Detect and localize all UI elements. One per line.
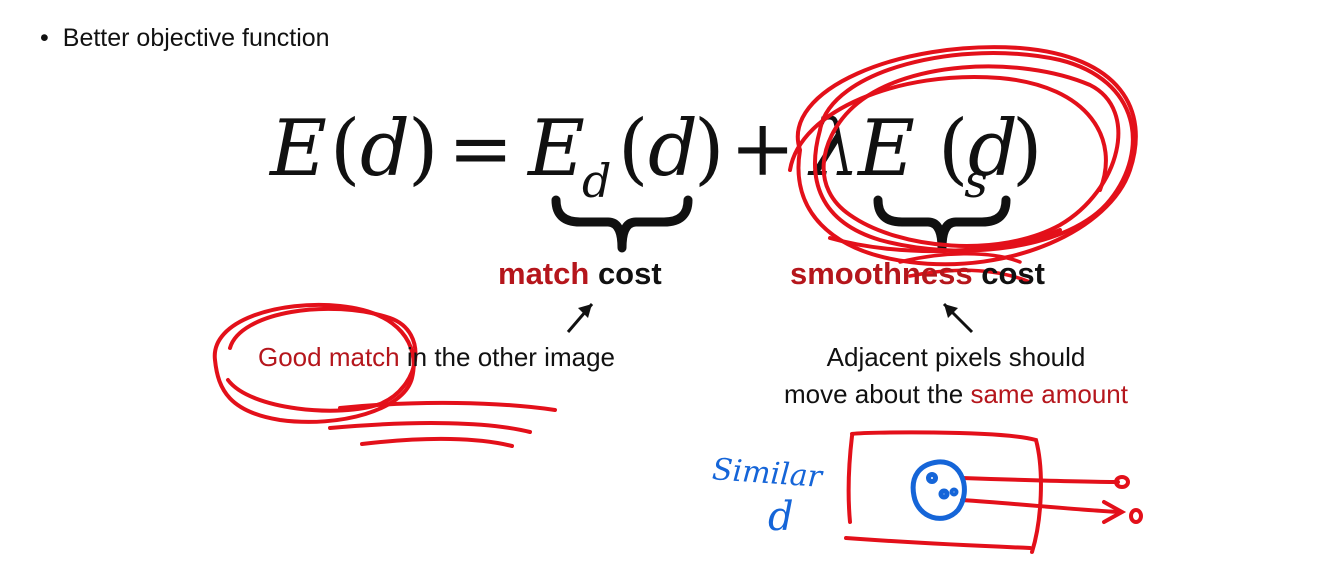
smooth-brace-icon (873, 195, 1011, 253)
match-brace-icon (551, 195, 693, 253)
smooth-description-line2: move about the same amount (740, 379, 1172, 410)
match-cost-label: match cost (498, 256, 662, 292)
energy-equation: E ( d ) = E d ( d ) + λ E s ( d ) (270, 104, 1050, 214)
blue-pixel-circle-icon (910, 459, 967, 521)
eq-paren-close-3: ) (1012, 104, 1043, 194)
red-scribble-circles-icon (788, 45, 1138, 267)
handwritten-d: d (768, 494, 794, 540)
smoothness-cost-label: smoothness cost (790, 256, 1045, 292)
eq-paren-open-2: ( (618, 104, 649, 194)
smooth-description-highlight: same amount (970, 379, 1128, 409)
red-circle-good-match-icon (212, 303, 557, 448)
eq-E-smooth: E (858, 104, 915, 194)
bullet-dot: • (40, 24, 49, 52)
eq-subscript-d: d (582, 154, 612, 208)
eq-paren-open-3: ( (938, 104, 969, 194)
eq-d-3: d (968, 104, 1018, 194)
smooth-description-prefix: move about the (784, 379, 971, 409)
bullet-item: • Better objective function (40, 24, 330, 53)
smooth-description-line1: Adjacent pixels should (826, 342, 1086, 372)
match-cost-word: cost (597, 256, 662, 291)
eq-paren-close-2: ) (694, 104, 725, 194)
match-description-highlight: Good match (258, 342, 400, 372)
smoothness-cost-word: cost (981, 256, 1045, 291)
match-description-rest: in the other image (399, 342, 615, 372)
smooth-description: Adjacent pixels should move about the sa… (740, 342, 1172, 410)
arrow-match-icon (566, 303, 594, 333)
eq-subscript-s: s (964, 154, 988, 208)
eq-plus: + (730, 104, 796, 194)
bullet-text: Better objective function (62, 24, 330, 52)
red-strike-icon (898, 252, 1032, 284)
eq-E-data: E (528, 104, 585, 194)
eq-d-2: d (648, 104, 698, 194)
eq-paren-open-1: ( (330, 104, 361, 194)
match-word: match (498, 256, 590, 291)
eq-E-total: E (270, 104, 327, 194)
arrow-smooth-icon (942, 302, 974, 334)
smoothness-word: smoothness (790, 256, 973, 291)
eq-equals: = (448, 104, 514, 194)
match-description: Good match in the other image (258, 342, 615, 373)
red-sketch-box-icon (844, 430, 1143, 554)
eq-paren-close-1: ) (408, 104, 439, 194)
eq-d-1: d (360, 104, 410, 194)
